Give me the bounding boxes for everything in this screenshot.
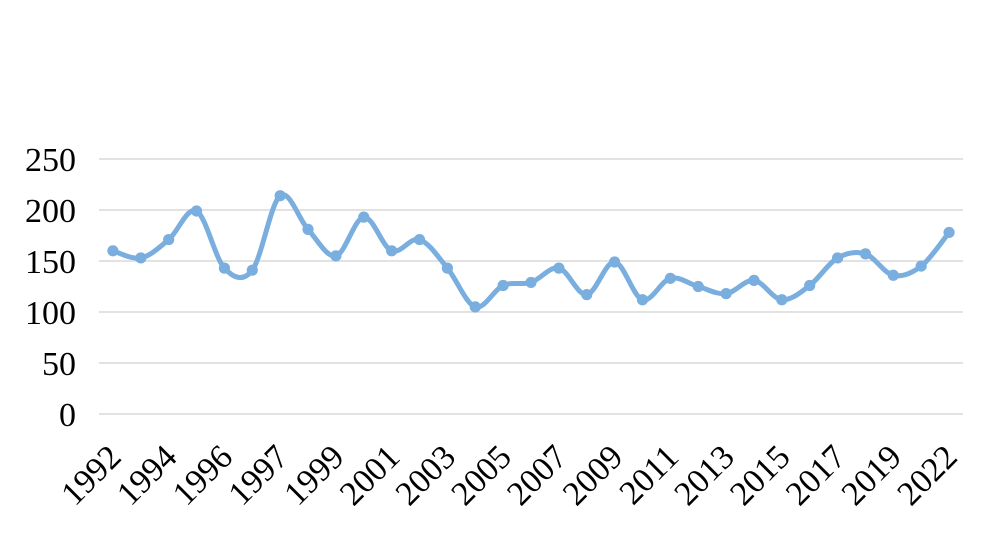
data-point-marker: [720, 288, 732, 300]
data-point-marker: [748, 274, 760, 286]
x-axis-tick-label: 1996: [166, 438, 240, 512]
y-axis-tick-label: 150: [25, 244, 76, 281]
data-point-marker: [831, 252, 844, 264]
x-axis-tick-label: 1999: [277, 438, 351, 512]
data-point-marker: [441, 262, 453, 274]
x-axis-tick-label: 2022: [890, 438, 964, 512]
data-point-marker: [469, 301, 481, 313]
x-axis-tick-label: 1997: [222, 438, 296, 512]
data-point-marker: [915, 260, 927, 272]
x-axis-tick-label: 2005: [445, 438, 519, 512]
x-axis-tick-label: 1994: [110, 438, 184, 512]
data-point-marker: [497, 279, 509, 292]
data-point-marker: [274, 190, 286, 202]
data-point-marker: [581, 289, 593, 301]
data-point-marker: [163, 233, 175, 246]
data-point-marker: [525, 276, 537, 289]
x-axis-tick-label: 2013: [668, 438, 742, 512]
data-point-marker: [302, 223, 314, 235]
data-point-marker: [246, 264, 258, 276]
data-point-marker: [609, 256, 621, 268]
y-axis-tick-label: 0: [59, 397, 76, 434]
data-series-line: [110, 192, 952, 310]
y-axis-tick-label: 100: [25, 295, 76, 332]
data-point-marker: [943, 226, 955, 239]
x-axis-tick-label: 2017: [779, 438, 853, 512]
data-point-marker: [804, 279, 816, 292]
data-point-marker: [664, 272, 676, 284]
x-axis-tick-label: 2019: [835, 438, 909, 512]
data-point-marker: [190, 205, 203, 217]
data-point-marker: [330, 250, 342, 262]
data-point-marker: [358, 211, 370, 223]
x-axis-tick-label: 2003: [389, 438, 463, 512]
data-point-marker: [859, 248, 872, 260]
data-point-marker: [386, 245, 398, 257]
x-axis-tick-label: 2007: [500, 438, 574, 512]
y-axis-tick-label: 50: [42, 346, 76, 383]
y-axis-tick-label: 250: [25, 142, 76, 179]
data-point-marker: [107, 245, 119, 257]
x-axis-tick-label: 1992: [54, 438, 128, 512]
x-axis-tick-label: 2009: [556, 438, 630, 512]
data-point-marker: [413, 233, 426, 246]
x-axis-tick-label: 2015: [723, 438, 797, 512]
data-point-marker: [636, 294, 649, 306]
data-point-marker: [553, 262, 565, 274]
data-point-marker: [776, 294, 788, 306]
x-axis-tick-label: 2011: [613, 438, 686, 511]
data-point-marker: [218, 262, 231, 274]
x-axis-tick-label: 2001: [333, 438, 407, 512]
data-point-marker: [135, 252, 147, 264]
data-point-marker: [887, 269, 899, 281]
data-point-marker: [692, 280, 704, 293]
y-axis-tick-label: 200: [25, 193, 76, 230]
